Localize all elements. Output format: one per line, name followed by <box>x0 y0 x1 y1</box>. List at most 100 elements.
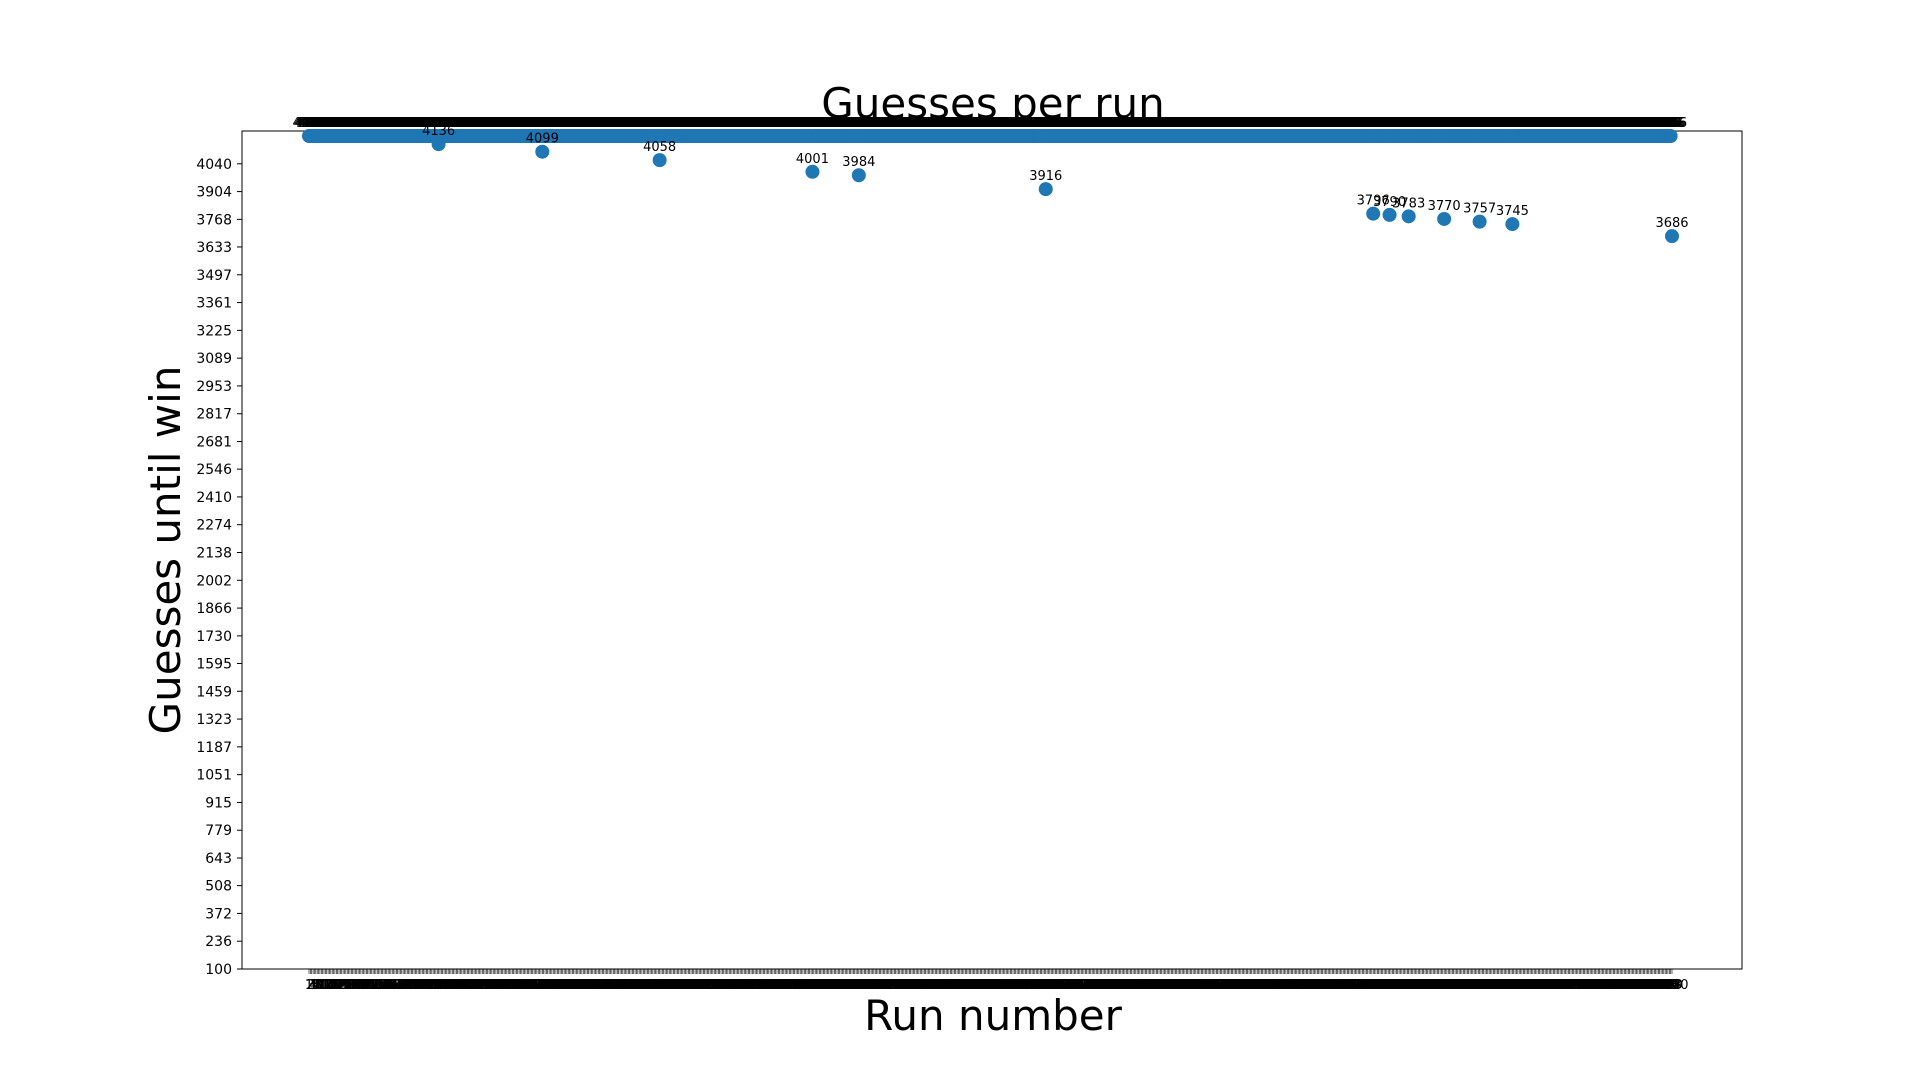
x-tick-label: 464 <box>928 978 953 993</box>
x-tick-label: 259 <box>649 978 674 993</box>
x-tick-label: 454 <box>915 978 940 993</box>
x-tick-label: 193 <box>559 978 584 993</box>
x-tick-label: 835 <box>1434 978 1459 993</box>
x-tick-label: 65 <box>388 978 405 993</box>
x-tick-label: 230 <box>609 978 634 993</box>
x-tick-label: 468 <box>934 978 959 993</box>
x-tick-label: 188 <box>552 978 577 993</box>
x-tick-label: 180 <box>541 978 566 993</box>
x-tick-label: 742 <box>1308 978 1333 993</box>
y-tick-label: 1187 <box>196 740 232 756</box>
x-tick-label: 534 <box>1024 978 1049 993</box>
x-tick-label: 691 <box>1238 978 1263 993</box>
x-tick-label: 114 <box>451 978 476 993</box>
x-tick-label: 822 <box>1417 978 1442 993</box>
x-tick-label: 546 <box>1040 978 1065 993</box>
x-tick-label: 683 <box>1227 978 1252 993</box>
x-tick-label: 250 <box>636 978 661 993</box>
x-tick-label: 49 <box>366 978 383 993</box>
x-tick-label: 411 <box>856 978 881 993</box>
x-tick-label: 423 <box>872 978 897 993</box>
x-tick-label: 731 <box>1293 978 1318 993</box>
x-tick-label: 102 <box>434 978 459 993</box>
data-point-label: 3770 <box>1428 199 1461 214</box>
y-tick-label: 1459 <box>196 684 232 700</box>
x-tick-label: 725 <box>1284 978 1309 993</box>
x-tick-label: 266 <box>658 978 683 993</box>
x-tick-label: 438 <box>893 978 918 993</box>
x-tick-label: 388 <box>825 978 850 993</box>
x-tick-label: 730 <box>1291 978 1316 993</box>
data-point <box>1663 129 1678 143</box>
x-tick-label: 20 <box>327 978 344 993</box>
x-tick-label: 659 <box>1194 978 1219 993</box>
x-tick-label: 402 <box>844 978 869 993</box>
x-tick-label: 74 <box>400 978 417 993</box>
x-tick-label: 400 <box>841 978 866 993</box>
x-tick-label: 19 <box>325 978 342 993</box>
x-tick-label: 794 <box>1379 978 1404 993</box>
x-tick-label: 621 <box>1142 978 1167 993</box>
x-tick-label: 45 <box>361 978 378 993</box>
x-tick-label: 652 <box>1185 978 1210 993</box>
x-tick-label: 345 <box>766 978 791 993</box>
data-point-label: 4176 <box>1654 116 1687 131</box>
x-tick-label: 184 <box>546 978 571 993</box>
x-tick-label: 38 <box>351 978 368 993</box>
x-tick-label: 455 <box>916 978 941 993</box>
x-tick-label: 140 <box>486 978 511 993</box>
x-tick-label: 199 <box>567 978 592 993</box>
x-tick-label: 12 <box>316 978 333 993</box>
x-tick-label: 747 <box>1314 978 1339 993</box>
x-tick-label: 24 <box>332 978 349 993</box>
x-tick-label: 295 <box>698 978 723 993</box>
x-tick-label: 2 <box>306 978 314 993</box>
x-tick-label: 640 <box>1168 978 1193 993</box>
x-tick-label: 737 <box>1301 978 1326 993</box>
x-tick-label: 693 <box>1241 978 1266 993</box>
x-tick-label: 94 <box>428 978 445 993</box>
x-tick-label: 721 <box>1279 978 1304 993</box>
x-tick-label: 352 <box>775 978 800 993</box>
x-tick-label: 491 <box>965 978 990 993</box>
x-tick-label: 816 <box>1409 978 1434 993</box>
x-tick-label: 78 <box>406 978 423 993</box>
x-tick-label: 749 <box>1317 978 1342 993</box>
x-tick-label: 222 <box>598 978 623 993</box>
x-tick-label: 802 <box>1389 978 1414 993</box>
x-tick-label: 724 <box>1283 978 1308 993</box>
x-tick-label: 783 <box>1364 978 1389 993</box>
x-tick-label: 668 <box>1207 978 1232 993</box>
x-tick-label: 444 <box>901 978 926 993</box>
x-tick-label: 690 <box>1237 978 1262 993</box>
x-tick-label: 309 <box>717 978 742 993</box>
y-tick-label: 915 <box>205 795 232 811</box>
x-tick-label: 432 <box>885 978 910 993</box>
x-tick-label: 111 <box>447 978 472 993</box>
x-tick-label: 297 <box>700 978 725 993</box>
x-tick-label: 174 <box>533 978 558 993</box>
x-tick-label: 117 <box>455 978 480 993</box>
x-tick-label: 750 <box>1318 978 1343 993</box>
x-tick-label: 436 <box>890 978 915 993</box>
x-tick-label: 186 <box>549 978 574 993</box>
x-tick-label: 669 <box>1208 978 1233 993</box>
x-tick-label: 577 <box>1082 978 1107 993</box>
x-tick-label: 458 <box>920 978 945 993</box>
x-tick-label: 125 <box>466 978 491 993</box>
data-point-label: 4136 <box>422 124 455 139</box>
x-tick-label: 638 <box>1166 978 1191 993</box>
x-tick-label: 129 <box>471 978 496 993</box>
x-tick-label: 353 <box>777 978 802 993</box>
x-tick-label: 700 <box>1250 978 1275 993</box>
x-tick-label: 696 <box>1245 978 1270 993</box>
x-tick-label: 613 <box>1132 978 1157 993</box>
x-tick-label: 424 <box>874 978 899 993</box>
x-tick-label: 408 <box>852 978 877 993</box>
x-tick-label: 299 <box>703 978 728 993</box>
x-tick-label: 73 <box>399 978 416 993</box>
x-tick-label: 370 <box>800 978 825 993</box>
x-tick-label: 118 <box>456 978 481 993</box>
x-tick-label: 42 <box>357 978 374 993</box>
x-tick-label: 702 <box>1253 978 1278 993</box>
